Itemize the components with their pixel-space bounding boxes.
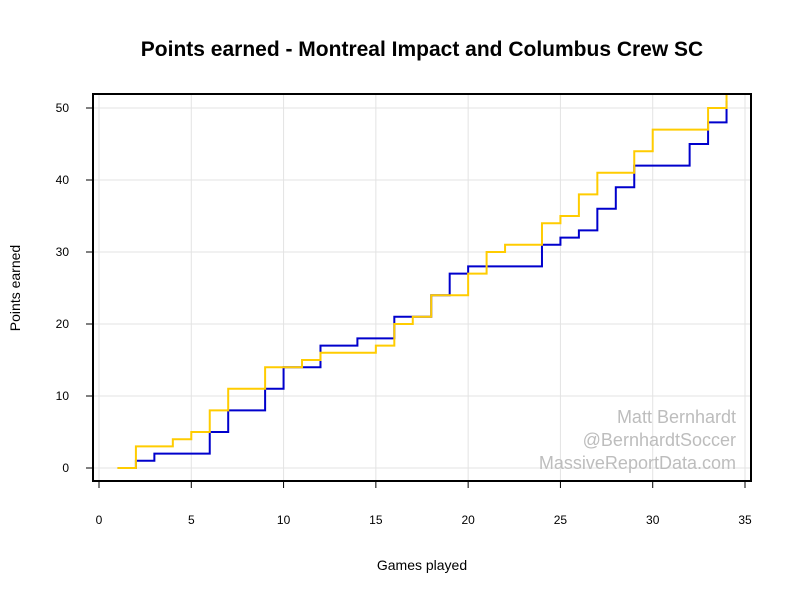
y-tick-label: 20 (56, 317, 70, 331)
y-tick-label: 0 (62, 461, 69, 475)
y-tick-label: 50 (56, 101, 70, 115)
x-tick-label: 15 (369, 513, 383, 527)
x-axis-label: Games played (377, 557, 467, 573)
chart-title: Points earned - Montreal Impact and Colu… (141, 38, 703, 61)
watermark-handle: @BernhardtSoccer (583, 430, 736, 450)
x-tick-label: 0 (96, 513, 103, 527)
y-tick-label: 40 (56, 173, 70, 187)
y-tick-label: 30 (56, 245, 70, 259)
series-lines (117, 93, 728, 469)
y-tick-label: 10 (56, 389, 70, 403)
series-line-1 (117, 93, 728, 469)
watermark-site: MassiveReportData.com (539, 453, 736, 473)
x-tick-label: 20 (461, 513, 475, 527)
x-tick-label: 5 (188, 513, 195, 527)
x-tick-label: 35 (738, 513, 752, 527)
x-tick-label: 30 (646, 513, 660, 527)
gridlines (93, 94, 751, 481)
x-tick-label: 10 (277, 513, 291, 527)
x-tick-label: 25 (554, 513, 568, 527)
plot-border (92, 93, 752, 482)
axes: 0 5 10 15 20 25 30 35 0 10 20 30 40 50 (56, 101, 752, 527)
y-axis-label: Points earned (7, 245, 23, 331)
watermark-author: Matt Bernhardt (617, 407, 736, 427)
